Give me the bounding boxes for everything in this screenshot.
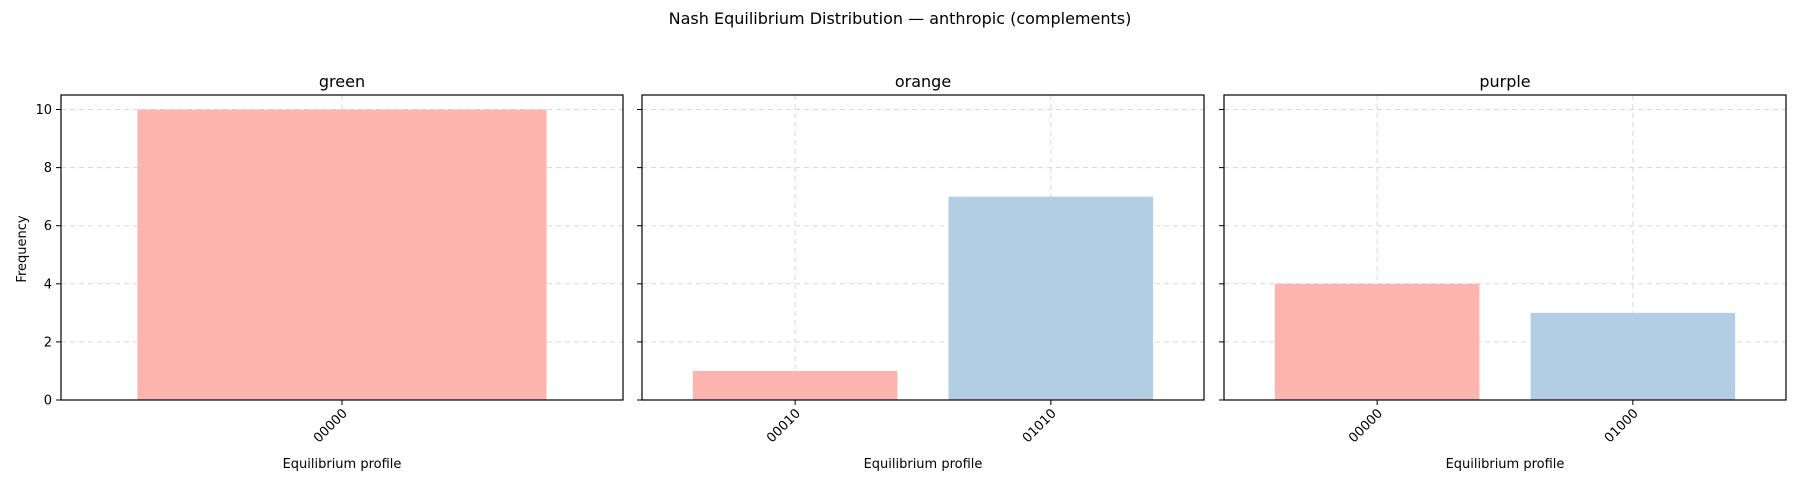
y-tick-label: 10 bbox=[35, 103, 52, 118]
axes-frame bbox=[1223, 94, 1787, 401]
y-tick-label: 0 bbox=[44, 394, 52, 409]
panel-title: orange bbox=[895, 72, 951, 91]
bar-01010 bbox=[948, 196, 1154, 400]
bar-00000 bbox=[1274, 283, 1480, 400]
y-tick-label: 6 bbox=[44, 219, 52, 234]
x-tick-label: 01010 bbox=[1020, 406, 1060, 446]
panel-title: green bbox=[319, 72, 365, 91]
axes-frame bbox=[641, 94, 1205, 401]
bar-00010 bbox=[692, 370, 898, 400]
x-axis-label: Equilibrium profile bbox=[864, 457, 983, 472]
bar-00000 bbox=[137, 109, 547, 401]
y-tick-label: 4 bbox=[44, 277, 52, 292]
panel-orange: 00010 01010 orange Equilibrium profile bbox=[637, 72, 1205, 472]
panel-green: 0 2 4 6 8 10 00000 green Equilibrium profile bbox=[35, 72, 624, 472]
bar-01000 bbox=[1530, 312, 1736, 400]
x-axis-label: Equilibrium profile bbox=[1446, 457, 1565, 472]
x-tick-label: 00010 bbox=[764, 406, 804, 446]
y-tick-label: 8 bbox=[44, 161, 52, 176]
y-tick-label: 2 bbox=[44, 335, 52, 350]
y-axis-label: Frequency bbox=[15, 215, 30, 282]
panel-purple: 00000 01000 purple Equilibrium profile bbox=[1219, 72, 1787, 472]
panel-title: purple bbox=[1479, 72, 1530, 91]
x-tick-label: 00000 bbox=[311, 406, 351, 446]
chart-title: Nash Equilibrium Distribution — anthropi… bbox=[669, 9, 1132, 28]
x-tick-label: 01000 bbox=[1602, 406, 1642, 446]
x-axis-label: Equilibrium profile bbox=[283, 457, 402, 472]
x-tick-label: 00000 bbox=[1346, 406, 1386, 446]
